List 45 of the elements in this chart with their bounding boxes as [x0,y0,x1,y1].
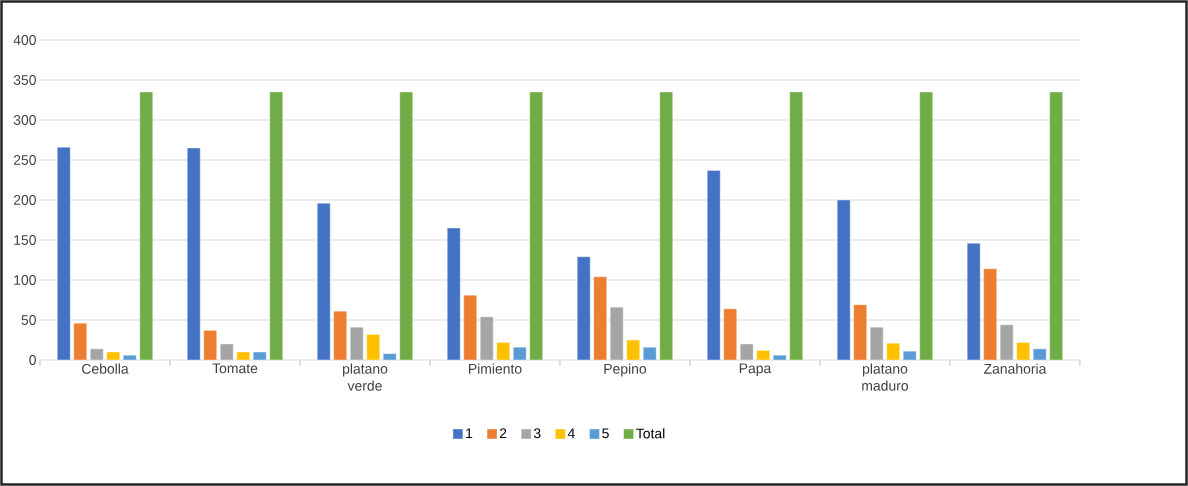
y-tick-label: 0 [29,355,36,365]
bar [1049,91,1063,360]
bar [529,91,543,360]
bar [139,91,153,360]
bar [919,91,933,360]
x-tick-label: Zanahoria [983,363,1047,374]
x-tick-label: Pepino [604,363,647,377]
legend-label: 4 [567,428,575,439]
y-tick-label: 300 [13,115,36,125]
legend-label: 3 [533,428,541,439]
y-tick-label: 350 [13,75,36,85]
bar [723,308,737,360]
x-tick-label: Cebolla [82,363,129,374]
y-tick-label: 200 [13,195,36,205]
bar [399,91,413,360]
bar [659,91,673,360]
bar [789,91,803,360]
y-tick-label: 100 [14,275,36,285]
y-tick-label: 150 [14,235,36,245]
bar [480,316,494,360]
bar [447,227,461,360]
x-tick-label: Pimiento [468,363,522,374]
x-tick-label: Tomate [212,363,258,374]
x-tick-label: platano verde [343,363,388,391]
bar [967,243,981,360]
legend-label: Total [636,428,665,439]
y-tick-label: 50 [21,315,36,325]
legend-label: 2 [499,428,507,439]
bar [983,268,997,360]
bar [593,276,607,360]
bar [577,256,591,360]
bar [187,147,201,360]
y-tick-label: 250 [13,155,36,165]
x-tick-label: platano maduro [862,363,909,391]
x-tick-label: Papa [739,363,772,377]
bar [837,199,851,360]
bar [317,203,331,360]
bar [853,304,867,360]
bar [57,147,71,360]
bar [269,91,283,360]
legend-label: 5 [602,428,609,439]
y-tick-label: 400 [13,35,36,45]
legend-label: 1 [466,428,473,439]
bar [707,170,721,360]
bar [463,295,477,360]
